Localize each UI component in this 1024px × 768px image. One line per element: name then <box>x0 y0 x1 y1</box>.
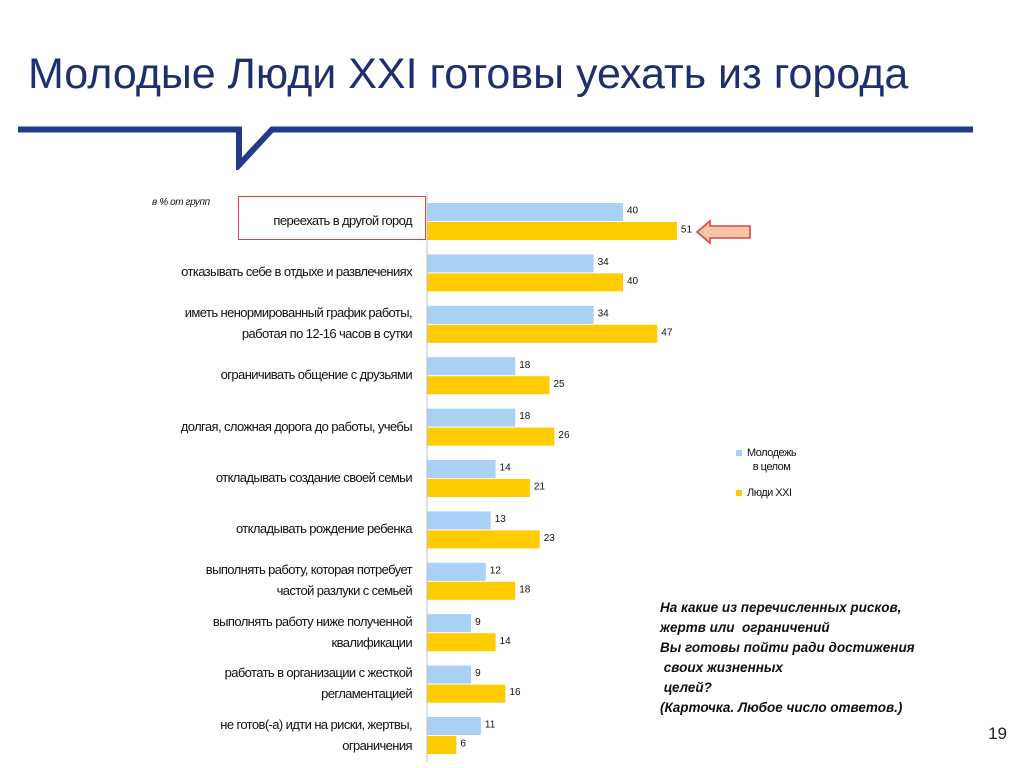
value-label-people-xxi-7: 18 <box>519 584 531 595</box>
value-label-youth-0: 40 <box>627 206 639 217</box>
value-label-youth-8: 9 <box>475 617 481 628</box>
legend-swatch-youth <box>736 450 742 456</box>
value-label-youth-1: 34 <box>598 257 610 268</box>
category-label-1: отказывать себе в отдыхе и развлечениях <box>181 264 412 280</box>
bar-youth-10 <box>427 717 481 735</box>
value-label-people-xxi-8: 14 <box>500 636 512 647</box>
bar-people-xxi-5 <box>427 479 530 497</box>
value-label-people-xxi-5: 21 <box>534 482 546 493</box>
category-label-5: откладывать создание своей семьи <box>215 470 413 485</box>
value-label-people-xxi-0: 51 <box>681 225 693 236</box>
category-label-3: ограничивать общение с друзьями <box>220 367 413 383</box>
value-label-people-xxi-1: 40 <box>627 276 639 287</box>
value-label-people-xxi-3: 25 <box>554 379 566 390</box>
bar-youth-7 <box>427 562 486 581</box>
bar-people-xxi-10 <box>427 736 457 754</box>
bar-youth-5 <box>427 460 496 478</box>
value-label-youth-2: 34 <box>598 308 610 319</box>
bar-youth-0 <box>427 203 623 221</box>
category-label-4: долгая, сложная дорога до работы, учебы <box>180 418 413 434</box>
category-label-6: откладывать рождение ребенка <box>235 521 413 537</box>
value-label-youth-7: 12 <box>490 565 502 576</box>
bar-people-xxi-8 <box>427 633 496 652</box>
value-label-people-xxi-10: 6 <box>460 739 466 750</box>
bar-youth-9 <box>427 665 472 684</box>
bar-youth-1 <box>427 254 594 273</box>
title-underline-callout <box>18 126 973 170</box>
page-number: 19 <box>988 724 1007 743</box>
category-label-7: выполнять работу, которая потребует част… <box>205 562 413 599</box>
highlight-box <box>238 196 426 240</box>
legend-label-people-xxi: Люди XXI <box>747 487 792 499</box>
bar-youth-8 <box>427 614 472 633</box>
value-label-youth-6: 13 <box>495 514 507 525</box>
bar-people-xxi-9 <box>427 684 506 703</box>
left-arrow-icon <box>695 219 751 245</box>
bar-people-xxi-6 <box>427 530 540 549</box>
bar-youth-6 <box>427 511 491 530</box>
value-label-youth-10: 11 <box>485 720 496 731</box>
bar-people-xxi-0 <box>427 222 677 240</box>
value-label-youth-4: 18 <box>519 411 531 422</box>
bar-people-xxi-4 <box>427 427 555 446</box>
value-label-people-xxi-6: 23 <box>544 533 556 544</box>
value-label-people-xxi-2: 47 <box>661 327 673 338</box>
legend-label-youth: Молодежь в целом <box>747 447 797 473</box>
bar-people-xxi-7 <box>427 581 516 600</box>
value-label-people-xxi-9: 16 <box>509 687 521 698</box>
category-label-8: выполнять работу ниже полученной квалифи… <box>212 613 413 650</box>
category-label-9: работать в организации с жесткой регламе… <box>224 665 413 702</box>
category-label-10: не готов(-а) идти на риски, жертвы, огра… <box>220 716 412 753</box>
slide-title: Молодые Люди XXI готовы уехать из города <box>28 50 909 98</box>
bar-people-xxi-1 <box>427 273 623 292</box>
legend-swatch-people-xxi <box>736 490 742 496</box>
bar-people-xxi-3 <box>427 376 550 395</box>
bar-youth-3 <box>427 357 516 376</box>
value-label-youth-3: 18 <box>519 360 531 371</box>
bar-youth-2 <box>427 305 594 324</box>
bar-people-xxi-2 <box>427 324 658 343</box>
value-label-youth-5: 14 <box>500 463 512 474</box>
units-label: в % от групп <box>152 197 210 208</box>
value-label-youth-9: 9 <box>475 668 481 679</box>
category-label-2: иметь ненормированный график работы, раб… <box>184 305 413 342</box>
question-text: На какие из перечисленных рисков, жертв … <box>660 600 915 715</box>
category-label-0: переехать в другой город <box>273 213 412 228</box>
bar-youth-4 <box>427 408 516 427</box>
value-label-people-xxi-4: 26 <box>558 430 570 441</box>
